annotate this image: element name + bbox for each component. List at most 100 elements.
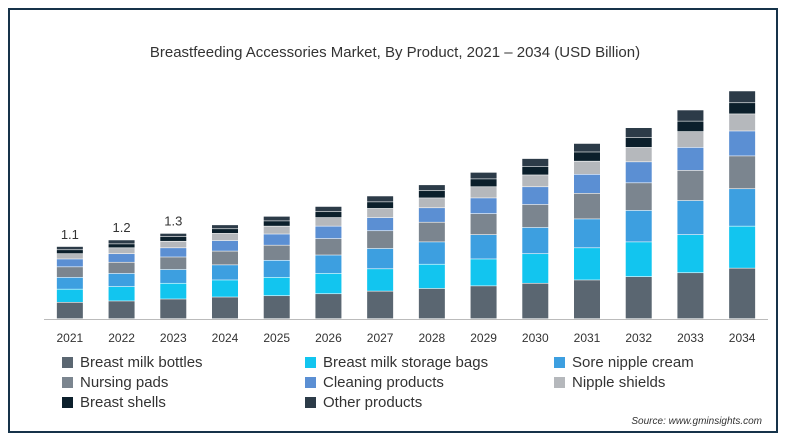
legend-item: Sore nipple cream xyxy=(554,354,694,371)
bar-segment xyxy=(315,294,342,319)
bar-segment xyxy=(56,277,83,289)
bar-segment xyxy=(574,161,600,175)
bar-segment xyxy=(315,206,342,212)
legend-label: Breast milk storage bags xyxy=(323,354,489,371)
x-tick-label: 2027 xyxy=(367,331,394,345)
bar-segment xyxy=(729,189,756,226)
bar-segment xyxy=(574,193,600,219)
legend-label: Nipple shields xyxy=(572,374,666,391)
bar-segment xyxy=(263,226,290,234)
legend-swatch xyxy=(62,397,73,408)
bar-segment xyxy=(522,187,549,205)
bar-segment xyxy=(160,236,187,241)
bar-segment xyxy=(677,121,704,132)
bar-segment xyxy=(212,297,238,319)
bar-segment xyxy=(212,229,238,234)
bar-segment xyxy=(56,267,83,278)
bar-segment xyxy=(522,158,549,167)
x-tick-label: 2033 xyxy=(677,331,704,345)
bar-segment xyxy=(56,254,83,259)
bar-segment xyxy=(108,254,135,262)
bar-segment xyxy=(418,264,445,289)
bar-segment xyxy=(160,241,187,248)
bar-segment xyxy=(418,242,445,264)
bar-segment xyxy=(160,269,187,283)
legend-swatch xyxy=(305,357,316,368)
x-tick-label: 2028 xyxy=(419,331,446,345)
bar-segment xyxy=(729,226,756,268)
bar-segment xyxy=(418,222,445,242)
bar-segment xyxy=(625,276,652,319)
data-label: 1.1 xyxy=(61,227,79,242)
bar-segment xyxy=(160,248,187,257)
legend-swatch xyxy=(62,377,73,388)
bar-segment xyxy=(160,283,187,299)
bar-segment xyxy=(522,166,549,175)
bar-segment xyxy=(160,233,187,237)
bar-segment xyxy=(367,202,394,209)
bar-segment xyxy=(367,248,394,269)
bar-segment xyxy=(574,174,600,194)
bar-segment xyxy=(677,110,704,121)
bar-segment xyxy=(160,299,187,319)
bar-segment xyxy=(522,175,549,187)
bar-segment xyxy=(470,286,497,319)
data-label: 1.3 xyxy=(164,214,182,229)
bar-segment xyxy=(522,283,549,319)
bar-segment xyxy=(470,179,497,187)
x-tick-label: 2030 xyxy=(522,331,549,345)
legend-item: Breast shells xyxy=(62,394,166,411)
legend-item: Nursing pads xyxy=(62,374,168,391)
legend-item: Other products xyxy=(305,394,422,411)
bar-segment xyxy=(212,265,238,280)
bar-segment xyxy=(56,259,83,267)
bar-segment xyxy=(522,254,549,283)
legend-label: Nursing pads xyxy=(80,374,169,391)
bar-segment xyxy=(56,302,83,319)
bar-segment xyxy=(677,200,704,235)
bar-segment xyxy=(263,296,290,319)
x-tick-label: 2025 xyxy=(263,331,290,345)
legend-label: Breast milk bottles xyxy=(80,354,203,371)
bar-segment xyxy=(574,152,600,161)
bar-segment xyxy=(56,289,83,302)
x-tick-label: 2029 xyxy=(470,331,497,345)
bar-segment xyxy=(367,196,394,202)
bar-segment xyxy=(418,191,445,198)
bar-segment xyxy=(56,246,83,250)
source-note: Source: www.gminsights.com xyxy=(631,416,762,427)
bar-segment xyxy=(315,273,342,294)
bar-segment xyxy=(470,172,497,179)
x-tick-label: 2031 xyxy=(574,331,601,345)
bar-segment xyxy=(418,198,445,208)
bar-segment xyxy=(418,208,445,222)
x-tick-label: 2024 xyxy=(212,331,239,345)
bar-segment xyxy=(729,268,756,319)
bar-segment xyxy=(315,255,342,274)
bar-segment xyxy=(677,234,704,273)
bar-segment xyxy=(367,217,394,231)
bar-segment xyxy=(625,183,652,211)
legend-label: Other products xyxy=(323,394,423,411)
bar-segment xyxy=(212,225,238,229)
bar-segment xyxy=(470,187,497,198)
chart-title: Breastfeeding Accessories Market, By Pro… xyxy=(149,44,641,61)
bar-segment xyxy=(212,280,238,297)
bar-segment xyxy=(677,147,704,171)
legend-swatch xyxy=(305,397,316,408)
bar-segment xyxy=(367,291,394,319)
bar-segment xyxy=(108,248,135,254)
legend-item: Breast milk bottles xyxy=(62,354,203,371)
bar-segment xyxy=(625,128,652,138)
legend-label: Cleaning products xyxy=(323,374,444,391)
x-tick-label: 2034 xyxy=(729,331,756,345)
bar-segment xyxy=(574,280,600,319)
x-tick-label: 2026 xyxy=(315,331,342,345)
bar-segment xyxy=(470,213,497,235)
bar-segment xyxy=(625,162,652,183)
bar-segment xyxy=(418,288,445,319)
bar-segment xyxy=(315,217,342,226)
bar-segment xyxy=(729,103,756,114)
bar-segment xyxy=(677,131,704,148)
x-tick-label: 2021 xyxy=(57,331,84,345)
